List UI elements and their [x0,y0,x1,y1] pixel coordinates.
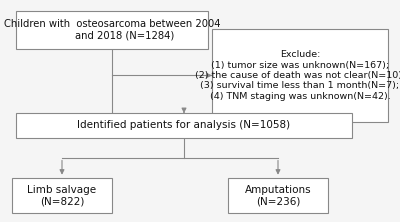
Text: Children with  osteosarcoma between 2004
        and 2018 (N=1284): Children with osteosarcoma between 2004 … [4,19,220,41]
FancyBboxPatch shape [228,178,328,213]
Text: Identified patients for analysis (N=1058): Identified patients for analysis (N=1058… [78,120,290,131]
FancyBboxPatch shape [12,178,112,213]
Text: Exclude:
(1) tumor size was unknown(N=167);
(2) the cause of death was not clear: Exclude: (1) tumor size was unknown(N=16… [195,50,400,101]
Text: Amputations
(N=236): Amputations (N=236) [245,184,311,206]
FancyBboxPatch shape [212,29,388,122]
FancyBboxPatch shape [16,113,352,138]
FancyBboxPatch shape [16,11,208,49]
Text: Limb salvage
(N=822): Limb salvage (N=822) [28,184,96,206]
